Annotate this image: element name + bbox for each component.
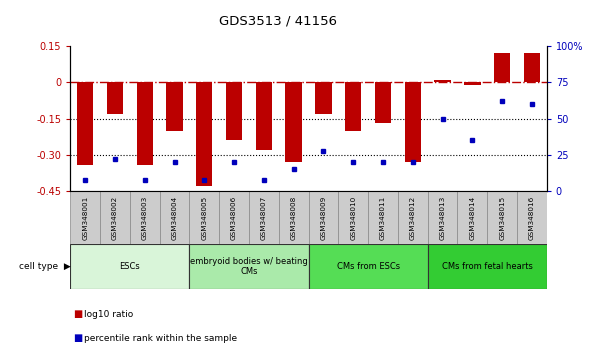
Bar	[488, 191, 517, 244]
Bar	[107, 82, 123, 114]
Bar	[428, 191, 458, 244]
Bar	[398, 191, 428, 244]
Bar	[434, 80, 451, 82]
Text: GSM348002: GSM348002	[112, 195, 118, 240]
Text: CMs from ESCs: CMs from ESCs	[337, 262, 400, 271]
Bar	[517, 191, 547, 244]
Bar	[226, 82, 243, 140]
Bar	[428, 244, 547, 289]
Bar	[100, 191, 130, 244]
Bar	[189, 244, 309, 289]
Text: GSM348006: GSM348006	[231, 195, 237, 240]
Bar	[345, 82, 362, 131]
Bar	[285, 82, 302, 162]
Text: GSM348013: GSM348013	[439, 195, 445, 240]
Bar	[464, 82, 481, 85]
Bar	[315, 82, 332, 114]
Bar	[166, 82, 183, 131]
Bar	[219, 191, 249, 244]
Text: GSM348001: GSM348001	[82, 195, 88, 240]
Bar	[368, 191, 398, 244]
Bar	[375, 82, 391, 124]
Bar	[255, 82, 272, 150]
Text: GSM348003: GSM348003	[142, 195, 148, 240]
Bar	[524, 53, 540, 82]
Text: cell type  ▶: cell type ▶	[18, 262, 70, 271]
Bar	[309, 244, 428, 289]
Text: GSM348005: GSM348005	[201, 195, 207, 240]
Text: GSM348009: GSM348009	[320, 195, 326, 240]
Text: log10 ratio: log10 ratio	[84, 310, 134, 319]
Text: GSM348008: GSM348008	[291, 195, 297, 240]
Text: GSM348016: GSM348016	[529, 195, 535, 240]
Bar	[70, 191, 100, 244]
Text: percentile rank within the sample: percentile rank within the sample	[84, 335, 238, 343]
Bar	[309, 191, 338, 244]
Text: ■: ■	[73, 333, 82, 343]
Bar	[77, 82, 93, 165]
Text: ESCs: ESCs	[120, 262, 140, 271]
Text: GSM348007: GSM348007	[261, 195, 267, 240]
Text: GSM348010: GSM348010	[350, 195, 356, 240]
Bar	[249, 191, 279, 244]
Bar	[70, 244, 189, 289]
Bar	[189, 191, 219, 244]
Text: GSM348014: GSM348014	[469, 195, 475, 240]
Text: embryoid bodies w/ beating
CMs: embryoid bodies w/ beating CMs	[190, 257, 308, 276]
Bar	[404, 82, 421, 162]
Text: GSM348012: GSM348012	[410, 195, 416, 240]
Bar	[279, 191, 309, 244]
Text: GSM348015: GSM348015	[499, 195, 505, 240]
Bar	[136, 82, 153, 165]
Text: ■: ■	[73, 309, 82, 319]
Bar	[494, 53, 510, 82]
Bar	[458, 191, 488, 244]
Bar	[196, 82, 213, 186]
Text: CMs from fetal hearts: CMs from fetal hearts	[442, 262, 533, 271]
Bar	[338, 191, 368, 244]
Bar	[159, 191, 189, 244]
Text: GDS3513 / 41156: GDS3513 / 41156	[219, 14, 337, 27]
Text: GSM348011: GSM348011	[380, 195, 386, 240]
Bar	[130, 191, 159, 244]
Text: GSM348004: GSM348004	[172, 195, 178, 240]
